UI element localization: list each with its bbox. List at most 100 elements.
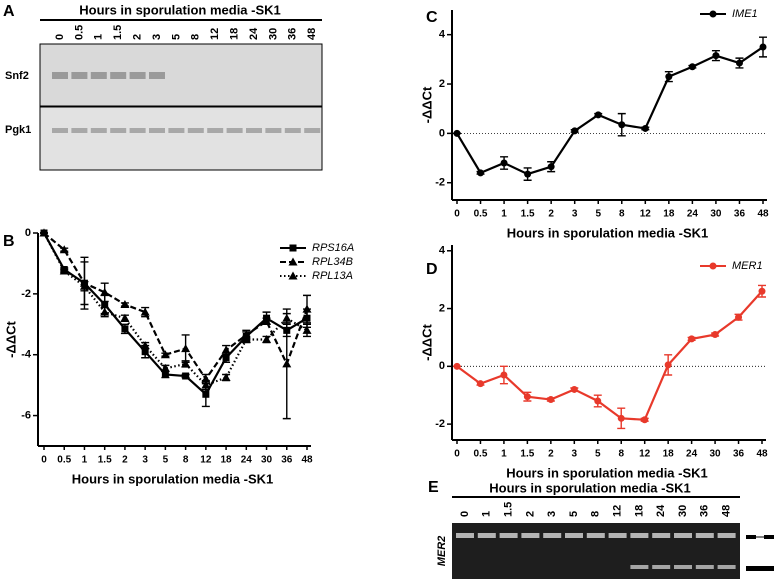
series-line [456,290,763,421]
x-tick-label: 12 [639,449,651,460]
y-tick-label: -2 [435,177,445,189]
x-tick-label: 36 [733,449,745,460]
marker [282,313,292,322]
marker [241,335,251,343]
legend-label: RPS16A [312,242,354,254]
marker [101,301,109,309]
marker [735,59,743,67]
marker [547,163,555,171]
x-tick-label: 5 [163,455,169,466]
marker [160,350,170,359]
lane-label: 48 [721,505,733,517]
band [717,533,736,538]
marker [641,124,649,132]
legend-label: RPL34B [312,256,353,268]
x-tick-label: 30 [710,449,722,460]
x-tick-label: 2 [548,449,554,460]
panel-label: E [428,479,439,496]
lane-label: 1.5 [503,502,515,517]
marker [100,307,110,316]
series-line [456,46,764,176]
x-tick-label: 0.5 [474,209,488,220]
band [543,533,562,538]
y-tick-label: -2 [21,288,31,300]
marker [262,316,272,325]
gel [452,523,740,579]
band [149,128,165,133]
x-tick-label: 30 [261,455,273,466]
band [521,533,540,538]
x-tick-label: 0 [454,449,460,460]
lane-label: 18 [633,505,645,517]
blot-title: Hours in sporulation media -SK1 [79,2,281,17]
marker [500,371,508,379]
lane-label: 3 [546,511,558,517]
band [52,128,68,133]
band [630,565,649,569]
lane-label: 2 [132,34,144,40]
x-tick-label: 36 [734,209,746,220]
lane-label: 12 [612,505,624,517]
marker [453,129,461,137]
marker [160,363,170,372]
lane-label: 24 [248,27,260,40]
x-tick-label: 0.5 [474,449,488,460]
marker [100,287,110,296]
lane-label: 3 [151,34,163,40]
marker [618,121,626,129]
marker [594,111,602,119]
marker [664,361,672,369]
x-tick-label: 8 [183,455,189,466]
y-tick-label: -2 [435,418,445,430]
marker [59,266,69,275]
x-tick-label: 1 [82,455,88,466]
lane-label: 0.5 [73,25,85,40]
lane-label: 0 [54,34,66,40]
marker [202,390,210,398]
x-tick-label: 2 [548,209,554,220]
band-symbol [764,535,774,539]
y-tick-label: 4 [439,245,446,257]
band [52,72,68,79]
y-tick-label: 4 [439,29,446,41]
panel-label: A [3,3,15,20]
x-tick-label: 1 [501,449,507,460]
x-tick-label: 30 [710,209,722,220]
band [586,533,605,538]
y-tick-label: 2 [439,302,445,314]
legend-marker [288,257,298,266]
x-tick-label: 48 [757,209,769,220]
band [304,128,321,133]
band [630,533,649,538]
marker [221,373,231,382]
blot-title: Hours in sporulation media -SK1 [489,480,691,495]
y-tick-label: -4 [21,349,32,361]
row-label: MER2 [436,536,448,567]
legend-marker [709,262,717,270]
marker [141,348,149,356]
marker [282,359,292,368]
lane-label: 24 [655,504,667,517]
x-tick-label: 12 [200,455,212,466]
legend-label: MER1 [732,260,763,272]
y-tick-label: -6 [21,409,31,421]
lane-label: 36 [287,28,299,40]
y-tick-label: 0 [439,127,445,139]
lane-label: 5 [170,34,182,40]
band [129,128,146,133]
marker [121,325,129,333]
marker [500,159,508,167]
band [226,128,243,133]
marker [140,307,150,316]
band [284,128,301,133]
lane-label: 12 [209,28,221,40]
marker [477,169,485,177]
band [149,72,165,79]
x-tick-label: 3 [572,209,578,220]
x-tick-label: 12 [640,209,652,220]
band [499,533,518,538]
x-tick-label: 24 [241,455,253,466]
x-tick-label: 8 [618,449,624,460]
marker [79,281,89,290]
